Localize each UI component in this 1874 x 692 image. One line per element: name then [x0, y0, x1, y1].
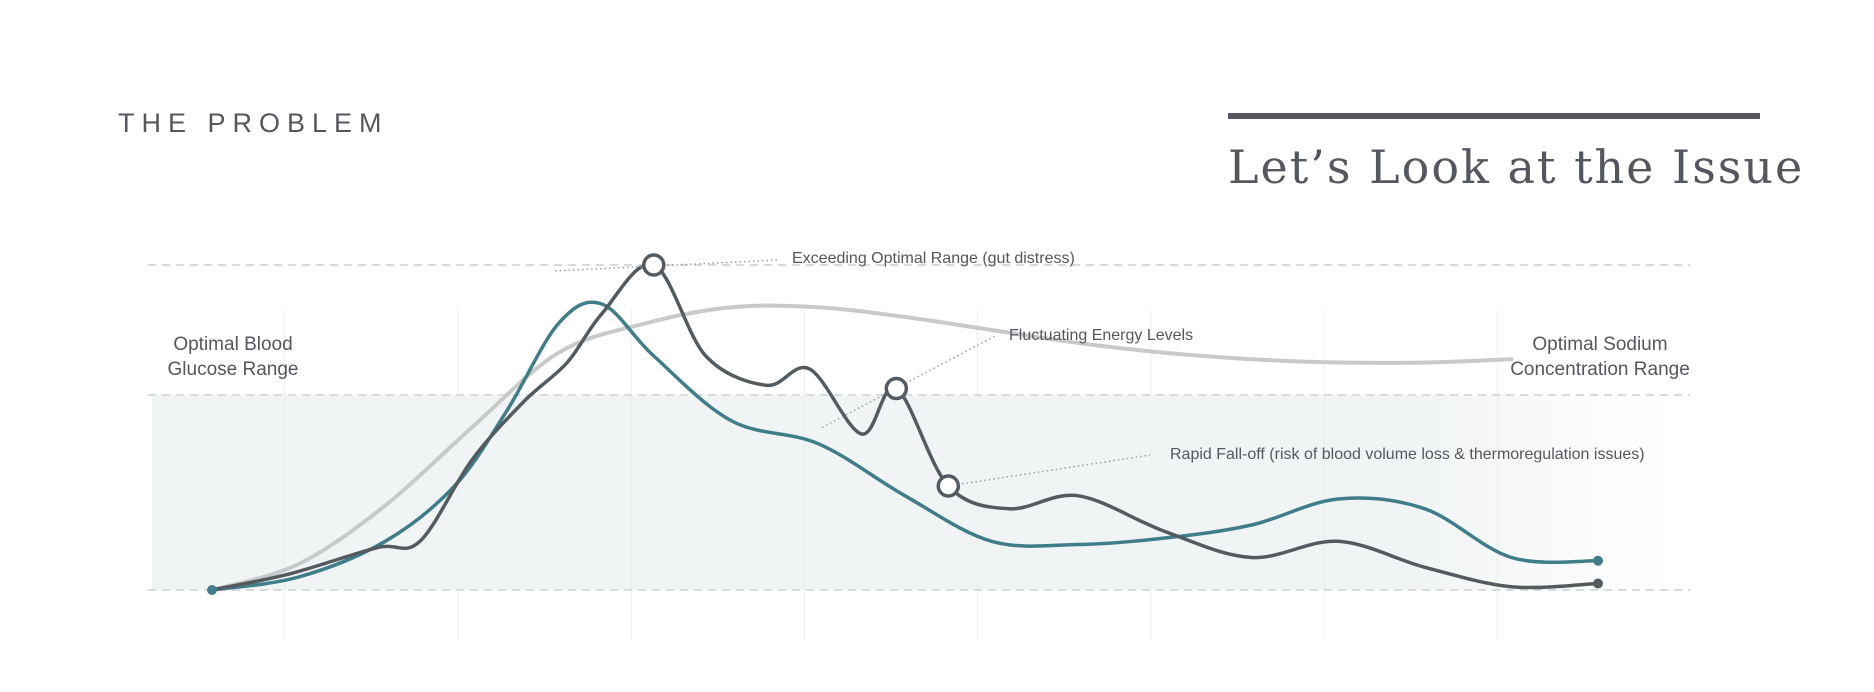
left-range-label-line1: Optimal Blood	[173, 334, 293, 355]
right-range-label-line1: Optimal Sodium	[1532, 334, 1668, 355]
page-title: Let’s Look at the Issue	[1228, 140, 1805, 194]
annotation-falloff-label: Rapid Fall-off (risk of blood volume los…	[1170, 446, 1645, 463]
left-range-label: Optimal Blood Glucose Range	[158, 332, 308, 382]
series-start-dot	[207, 585, 217, 595]
annotation-leader-peak	[555, 259, 779, 272]
vertical-grid	[284, 310, 1498, 640]
series-line-dark	[210, 262, 1600, 592]
annotation-leader-fluctuating	[821, 335, 996, 429]
title-rule	[1228, 113, 1760, 119]
right-range-label-line2: Concentration Range	[1510, 359, 1690, 380]
right-range-label: Optimal Sodium Concentration Range	[1495, 332, 1705, 382]
optimal-band	[152, 395, 1678, 590]
series-lines	[210, 262, 1600, 592]
teal-end-dot	[1593, 555, 1603, 566]
series-markers	[207, 253, 1603, 595]
annotation-peak-label: Exceeding Optimal Range (gut distress)	[792, 250, 1075, 267]
annotation-fluctuating-label: Fluctuating Energy Levels	[1009, 327, 1194, 344]
annotation-leaders	[555, 259, 1151, 485]
section-eyebrow: THE PROBLEM	[118, 108, 389, 138]
optimal-band-fill	[152, 395, 1678, 590]
annotation-marker-fluctuating	[884, 376, 909, 401]
horizontal-grid	[148, 264, 1690, 591]
annotation-marker-falloff	[936, 474, 961, 498]
series-line-gray	[210, 303, 1514, 592]
dark-end-dot	[1593, 578, 1603, 589]
annotation-marker-peak	[642, 253, 666, 277]
annotation-leader-falloff	[962, 454, 1151, 485]
left-range-label-line2: Glucose Range	[167, 359, 299, 380]
